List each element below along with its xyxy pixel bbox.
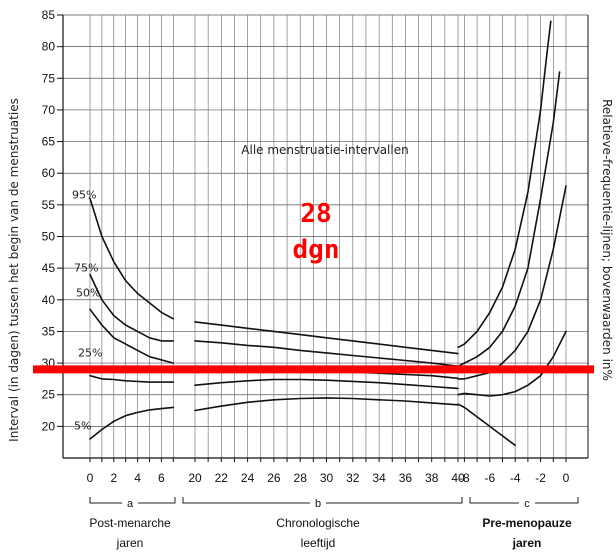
series-line-25pct-c [457, 330, 567, 397]
series-line-5pct-c [457, 403, 516, 447]
series-line-50pct-a [89, 308, 175, 364]
section-name: Post-menarche [89, 516, 171, 530]
series-line-75pct-b [194, 340, 459, 367]
x-tick-label: 22 [215, 471, 229, 485]
x-tick-label: 24 [241, 471, 255, 485]
section-bracket [89, 497, 176, 504]
series-line-25pct-b [194, 378, 459, 390]
x-tick-label: 0 [87, 471, 94, 485]
y-tick-label: 55 [42, 198, 56, 212]
series-line-95pct-a [89, 197, 175, 320]
series-line-50pct-c [457, 185, 567, 380]
percentile-label: 25% [78, 347, 102, 360]
x-tick-label: 32 [346, 471, 360, 485]
section-letter: c [524, 498, 530, 510]
y-tick-label: 80 [42, 40, 56, 54]
y-tick-label: 35 [42, 324, 56, 338]
y-tick-label: 60 [42, 166, 56, 180]
x-tick-label: 40 [451, 471, 465, 485]
y-tick-label: 45 [42, 261, 56, 275]
section-name: Chronologische [276, 516, 360, 530]
x-tick-label: 0 [563, 471, 570, 485]
percentile-label: 50% [76, 287, 100, 300]
section-unit: jaren [116, 536, 144, 550]
series-line-5pct-b [194, 397, 459, 412]
y-tick-label: 65 [42, 135, 56, 149]
percentile-label: 5% [74, 420, 91, 433]
x-tick-label: 34 [372, 471, 386, 485]
y-tick-label: 25 [42, 388, 56, 402]
y-tick-label: 50 [42, 230, 56, 244]
y-tick-label: 75 [42, 71, 56, 85]
x-tick-label: -4 [510, 471, 521, 485]
chart-text: Alle menstruatie-intervallen Interval (i… [7, 98, 614, 442]
y-tick-label: 20 [42, 419, 56, 433]
percentile-label: 75% [74, 261, 98, 274]
series-lines [89, 20, 567, 447]
annotation-value: 28 [300, 199, 331, 229]
x-tick-label: 28 [294, 471, 308, 485]
x-tick-label: -6 [484, 471, 495, 485]
series-line-95pct-c [457, 20, 552, 349]
x-tick-label: -2 [535, 471, 546, 485]
x-tick-label: 38 [425, 471, 439, 485]
x-tick-label: -8 [459, 471, 470, 485]
x-tick-label: 2 [110, 471, 117, 485]
series-line-75pct-a [89, 273, 175, 342]
x-tick-label: 26 [267, 471, 281, 485]
annotation-unit: dgn [293, 235, 340, 265]
section-bracket [182, 497, 463, 504]
series-line-95pct-b [194, 321, 459, 355]
right-axis-label: Relatieve-frequentie-lijnen; bovenwaarde… [600, 99, 614, 381]
percentile-label: 95% [72, 189, 96, 202]
section-letter: a [127, 498, 134, 510]
x-tick-label: 20 [188, 471, 202, 485]
section-name: Pre-menopauze [482, 516, 572, 530]
series-line-75pct-c [457, 71, 561, 367]
x-tick-label: 4 [134, 471, 141, 485]
chart-title: Alle menstruatie-intervallen [241, 143, 408, 157]
y-tick-label: 70 [42, 103, 56, 117]
section-unit: jaren [512, 536, 542, 550]
x-tick-label: 6 [158, 471, 165, 485]
y-axis-label: Interval (in dagen) tussen het begin van… [7, 98, 21, 442]
section-unit: leeftijd [301, 536, 336, 550]
x-tick-label: 30 [320, 471, 334, 485]
series-line-25pct-a [89, 374, 175, 383]
section-letter: b [315, 498, 321, 510]
y-tick-label: 40 [42, 293, 56, 307]
series-line-5pct-a [89, 406, 175, 440]
section-bracket [469, 497, 579, 504]
y-tick-label: 85 [42, 8, 56, 22]
x-tick-label: 36 [399, 471, 413, 485]
